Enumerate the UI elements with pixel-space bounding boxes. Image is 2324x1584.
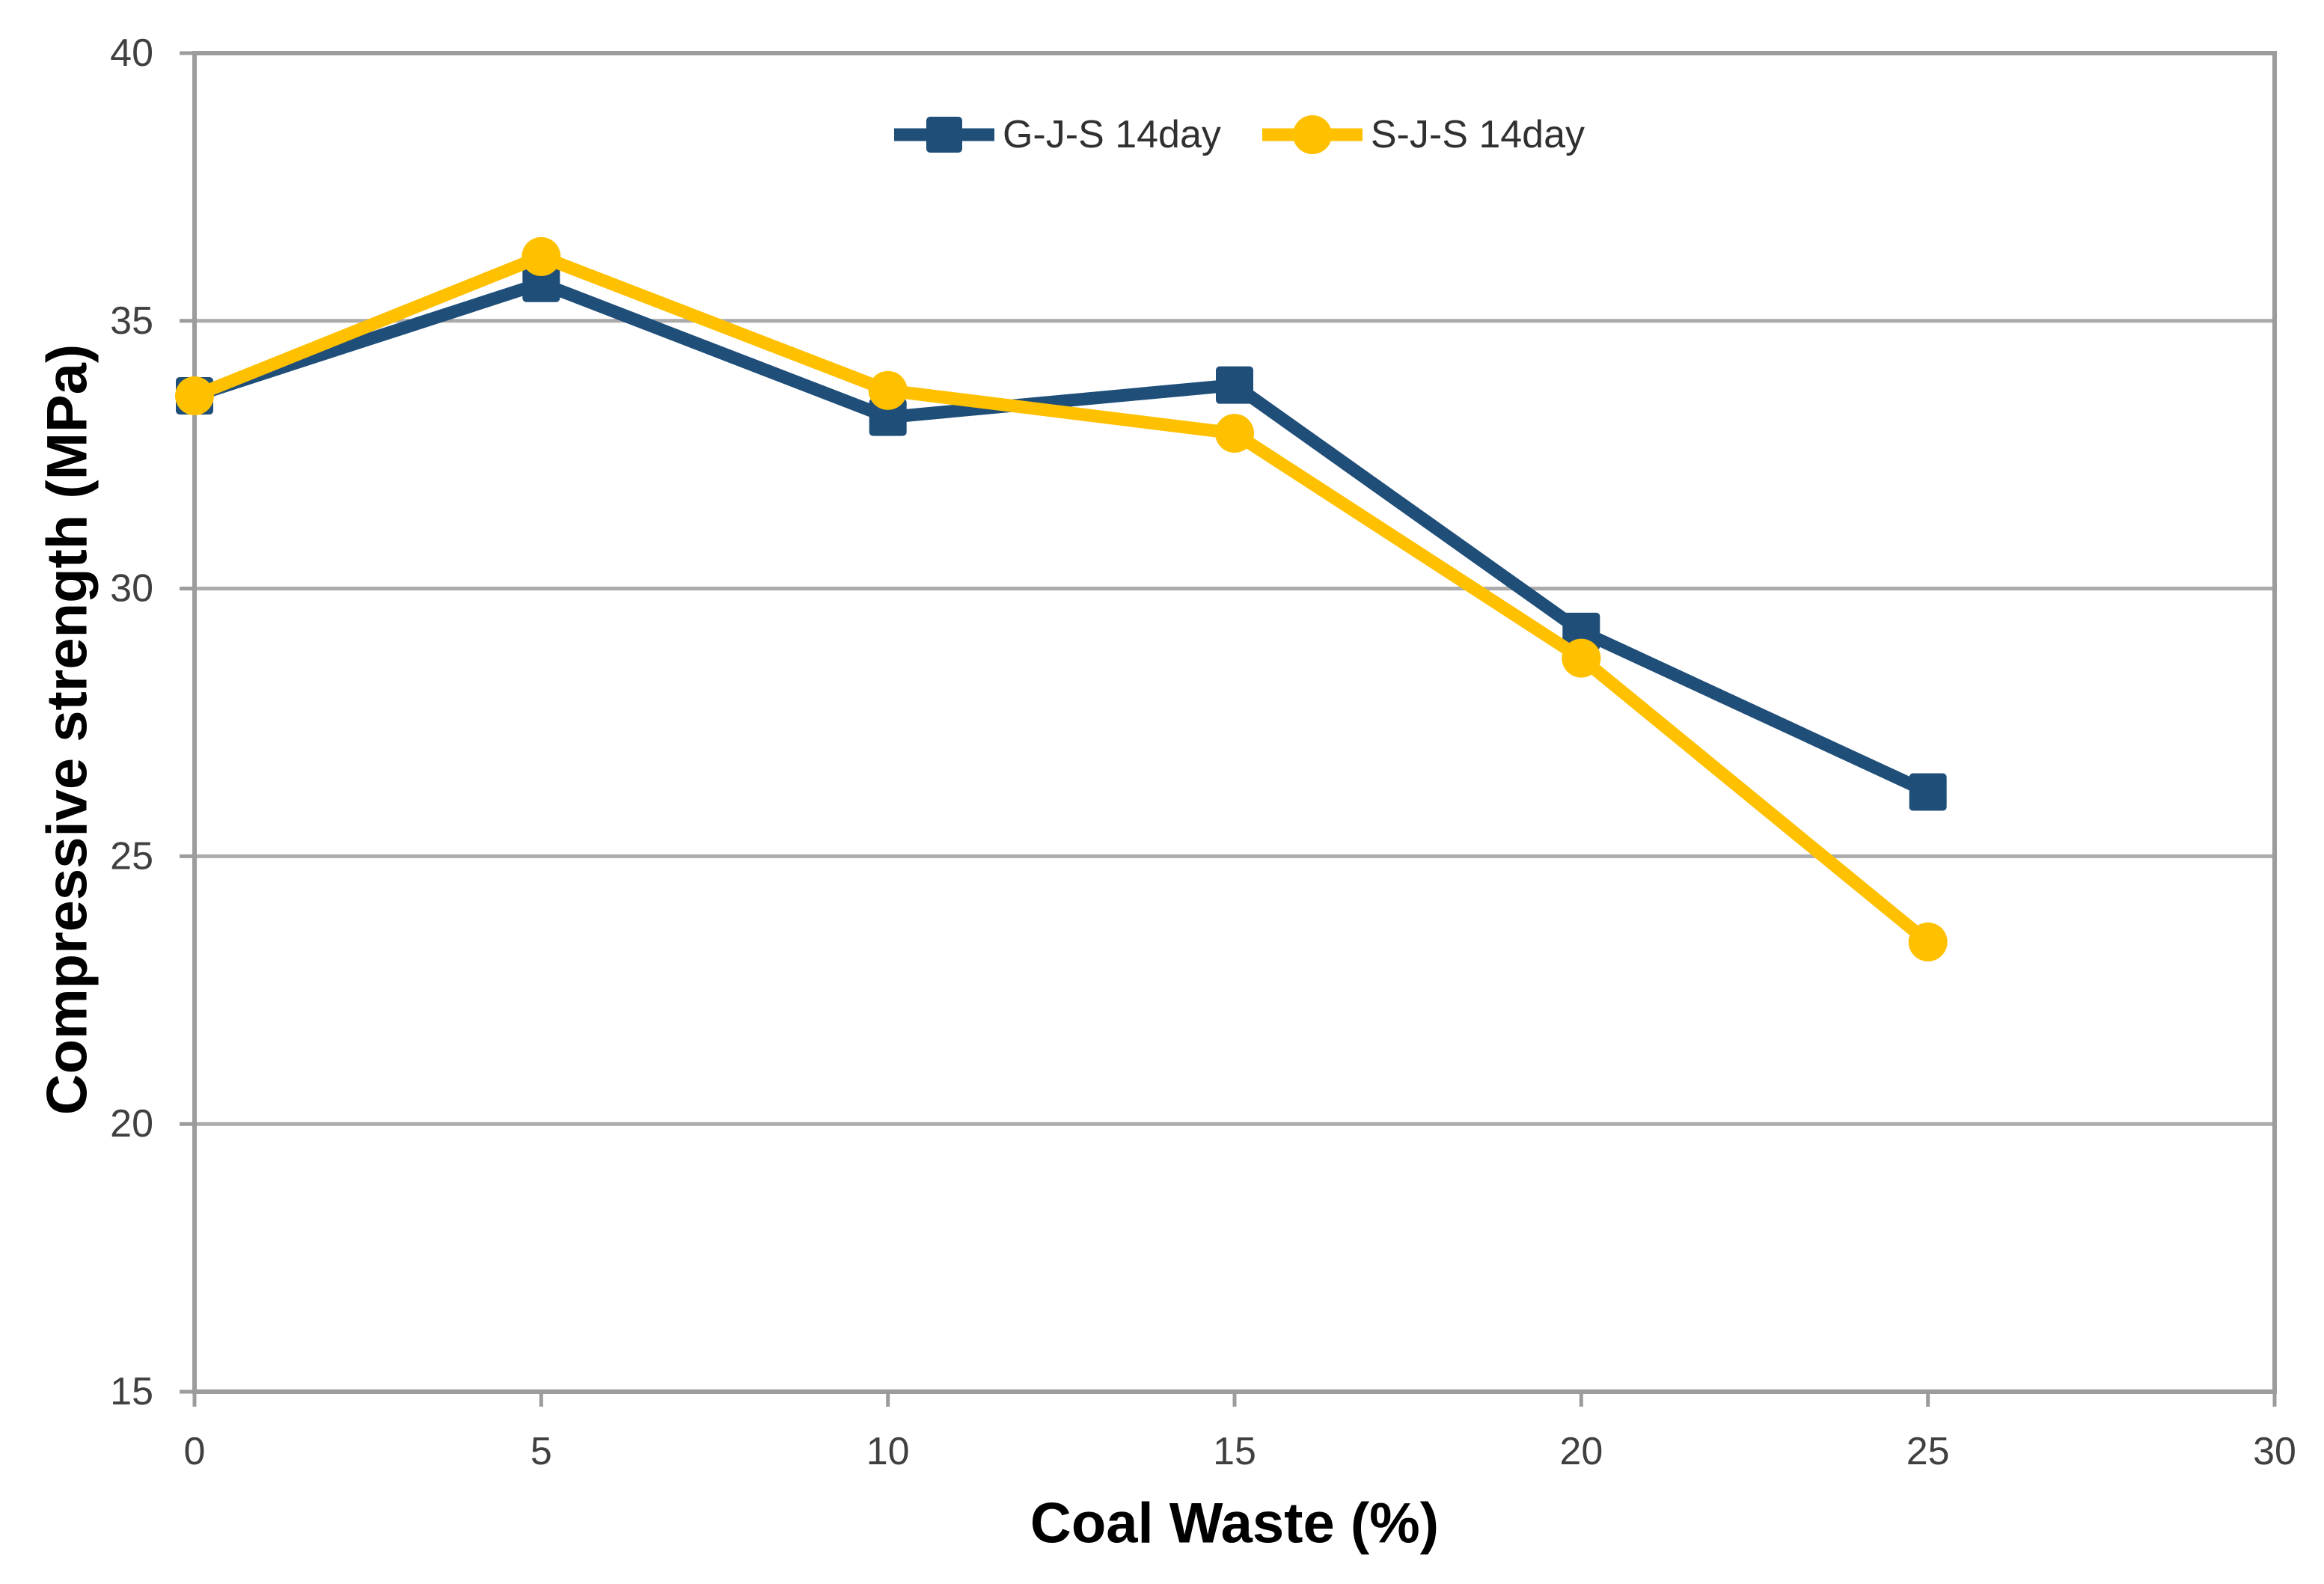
y-tick-label: 15 — [110, 1370, 153, 1413]
x-axis-title: Coal Waste (%) — [1030, 1491, 1440, 1556]
y-tick-label: 20 — [110, 1102, 153, 1146]
legend-label-s-j-s: S-J-S 14day — [1370, 113, 1585, 156]
x-tick-label: 10 — [866, 1430, 910, 1473]
y-tick-label: 40 — [110, 31, 153, 75]
circle-marker — [1562, 638, 1601, 678]
legend: G-J-S 14day S-J-S 14day — [892, 112, 1585, 157]
x-tick-label: 30 — [2253, 1430, 2296, 1473]
circle-marker — [175, 376, 214, 415]
square-marker — [1216, 366, 1253, 404]
y-tick-label: 35 — [110, 299, 153, 343]
x-tick-label: 20 — [1559, 1430, 1603, 1473]
legend-item-g-j-s: G-J-S 14day — [892, 112, 1221, 157]
legend-label-g-j-s: G-J-S 14day — [1002, 113, 1221, 156]
y-tick-label: 30 — [110, 567, 153, 611]
series-line-1 — [188, 250, 1935, 949]
series-line-0 — [188, 277, 1935, 799]
circle-marker — [522, 236, 561, 276]
circle-marker — [1215, 414, 1254, 453]
legend-circle-marker — [1292, 115, 1332, 154]
square-marker — [869, 398, 907, 436]
x-tick-label: 0 — [184, 1430, 206, 1473]
square-marker — [1562, 612, 1600, 650]
legend-item-s-j-s: S-J-S 14day — [1260, 112, 1585, 157]
plot-border — [192, 51, 2277, 1394]
y-tick-label: 25 — [110, 834, 153, 878]
legend-key-square-marker-icon — [893, 117, 994, 153]
legend-key-circle-marker-icon — [1262, 115, 1363, 154]
x-tick-label: 25 — [1906, 1430, 1950, 1473]
x-tick-label: 15 — [1213, 1430, 1256, 1473]
y-axis-title: Compressive strength (MPa) — [35, 343, 100, 1116]
legend-square-marker — [926, 117, 962, 153]
square-marker — [522, 264, 560, 302]
circle-marker — [1908, 922, 1948, 961]
circle-marker — [868, 370, 908, 410]
x-tick-label: 5 — [530, 1430, 552, 1473]
square-marker — [1909, 773, 1947, 811]
